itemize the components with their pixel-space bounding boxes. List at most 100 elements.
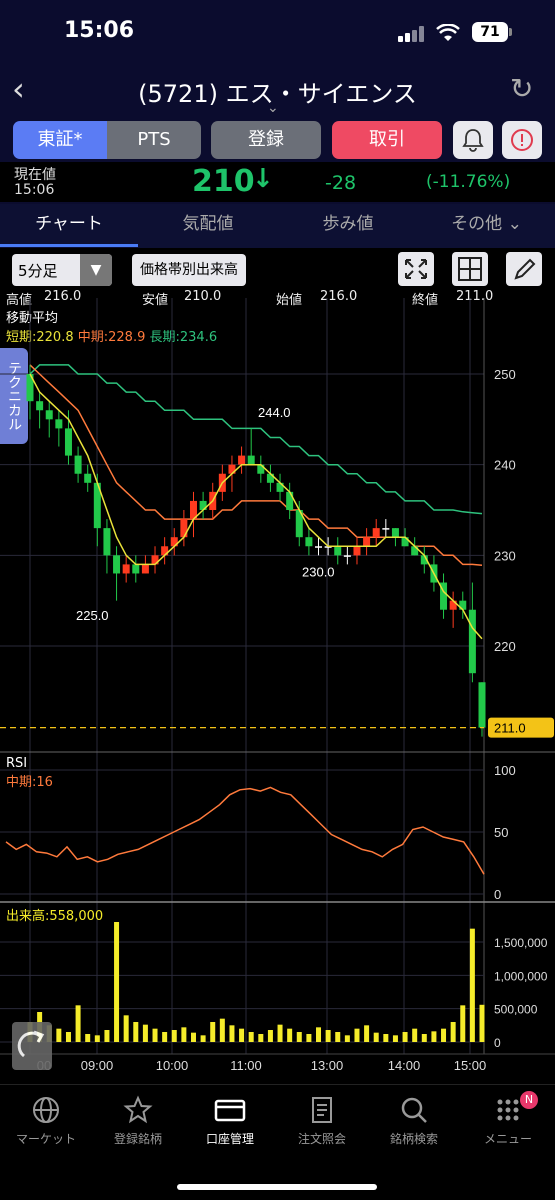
- volume-bar: [469, 928, 475, 1042]
- price-axis-label: 240: [494, 458, 516, 473]
- candle-body: [286, 491, 294, 510]
- tab-other-label: その他: [451, 214, 503, 234]
- volume-bar: [142, 1024, 148, 1042]
- candle-body: [420, 555, 428, 565]
- volume-bar: [114, 922, 120, 1042]
- info-icon: [511, 129, 533, 151]
- volume-axis-label: 500,000: [494, 1003, 538, 1017]
- candle-body: [353, 546, 361, 556]
- time-label: 13:00: [311, 1058, 344, 1073]
- volume-bar: [354, 1028, 360, 1042]
- tab-ticks[interactable]: 歩み値: [322, 214, 374, 234]
- nav-account[interactable]: 口座管理: [184, 1093, 276, 1147]
- volume-bar: [94, 1035, 100, 1042]
- candle-body: [103, 528, 111, 556]
- volume-bar: [479, 1004, 485, 1042]
- fullscreen-button[interactable]: [398, 252, 434, 286]
- candle-body: [468, 609, 476, 674]
- nav-watchlist[interactable]: 登録銘柄: [92, 1093, 184, 1147]
- volume-by-price-button[interactable]: 価格帯別出来高: [132, 254, 246, 286]
- technical-side-tab[interactable]: テクニカル: [0, 348, 28, 444]
- document-icon: [312, 1097, 332, 1123]
- register-button[interactable]: 登録: [211, 121, 321, 159]
- ma-short-line: [29, 373, 483, 640]
- rsi-label: RSI 中期:16: [6, 756, 53, 790]
- tab-quotes[interactable]: 気配値: [182, 214, 234, 234]
- home-indicator: [177, 1184, 377, 1190]
- candle-body: [170, 537, 178, 547]
- timeframe-value: 5分足: [18, 262, 58, 280]
- down-arrow-icon: ↓: [252, 164, 274, 194]
- volume-bar: [248, 1032, 254, 1042]
- candle-body: [36, 401, 44, 411]
- timeframe-select[interactable]: 5分足 ▼: [12, 254, 112, 286]
- nav-search[interactable]: 銘柄検索: [368, 1093, 460, 1147]
- tab-chart[interactable]: チャート: [0, 204, 138, 247]
- volume-bar: [325, 1030, 331, 1042]
- draw-tool-button[interactable]: [12, 1022, 52, 1070]
- tab-bar: [0, 204, 555, 248]
- nav-market-label: マーケット: [15, 1132, 76, 1146]
- chevron-down-icon: ⌄: [507, 214, 522, 234]
- low-value: 210.0: [184, 289, 222, 304]
- nav-market[interactable]: マーケット: [0, 1093, 92, 1147]
- open-value: 216.0: [320, 289, 358, 304]
- stock-title[interactable]: (5721) エス・サイエンス: [138, 80, 417, 108]
- candle-body: [189, 500, 197, 520]
- candle-body: [151, 555, 159, 565]
- candle-body: [84, 473, 92, 483]
- volume-bar: [412, 1028, 418, 1042]
- nav-menu[interactable]: メニュー N: [462, 1091, 554, 1147]
- volume-bar: [210, 1022, 216, 1042]
- time-label: 14:00: [388, 1058, 421, 1073]
- chevron-down-icon[interactable]: ⌄: [267, 100, 279, 116]
- nav-account-label: 口座管理: [205, 1132, 254, 1146]
- candle-body: [334, 546, 342, 556]
- candle-body: [161, 546, 169, 556]
- chart-area[interactable]: 5分足 ▼ 価格帯別出来高 高値 216.0 安値 210.0 始値 216.0…: [0, 248, 555, 1084]
- technical-side-tab-label: テクニカル: [6, 361, 22, 431]
- alert-bell-button[interactable]: [453, 121, 493, 159]
- wifi-icon: [436, 24, 460, 41]
- tosho-button[interactable]: 東証*: [13, 121, 107, 159]
- price-axis-label: 250: [494, 367, 516, 382]
- time-label: 10:00: [156, 1058, 189, 1073]
- open-label: 始値: [276, 293, 303, 308]
- pts-button[interactable]: PTS: [107, 121, 201, 159]
- time-label: 11:00: [230, 1058, 262, 1073]
- trade-button[interactable]: 取引: [332, 121, 442, 159]
- volume-bar: [162, 1032, 168, 1042]
- volume-bar: [421, 1034, 427, 1042]
- candle-body: [276, 482, 284, 492]
- tab-other[interactable]: その他 ⌄: [418, 204, 555, 244]
- rsi-line: [5, 786, 485, 875]
- volume-bar: [460, 1005, 466, 1042]
- candle-body: [372, 528, 380, 538]
- candle-body: [391, 528, 399, 538]
- volume-bar: [200, 1035, 206, 1042]
- price-change: -28: [325, 172, 357, 194]
- volume-bar: [431, 1031, 437, 1042]
- candle-body: [132, 564, 140, 574]
- volume-bar: [450, 1022, 456, 1042]
- nav-orders[interactable]: 注文照会: [276, 1093, 368, 1147]
- draw-button[interactable]: [506, 252, 542, 286]
- nav-search-label: 銘柄検索: [389, 1132, 438, 1146]
- card-icon: [214, 1099, 246, 1122]
- current-price: 210: [192, 164, 255, 199]
- back-icon[interactable]: ‹: [12, 70, 25, 108]
- volume-bar: [402, 1032, 408, 1042]
- info-button[interactable]: [502, 121, 542, 159]
- signal-icon: [398, 26, 424, 42]
- candle-body: [449, 600, 457, 610]
- layout-button[interactable]: [452, 252, 488, 286]
- candle-body: [266, 473, 274, 483]
- rsi-mid: 中期:16: [6, 775, 53, 790]
- volume-bar: [152, 1028, 158, 1042]
- volume-bar: [287, 1028, 293, 1042]
- volume-bar: [344, 1035, 350, 1042]
- candle-body: [478, 682, 486, 728]
- reload-icon[interactable]: ↻: [510, 72, 534, 105]
- candle-body: [93, 482, 101, 529]
- volume-bar: [104, 1030, 110, 1042]
